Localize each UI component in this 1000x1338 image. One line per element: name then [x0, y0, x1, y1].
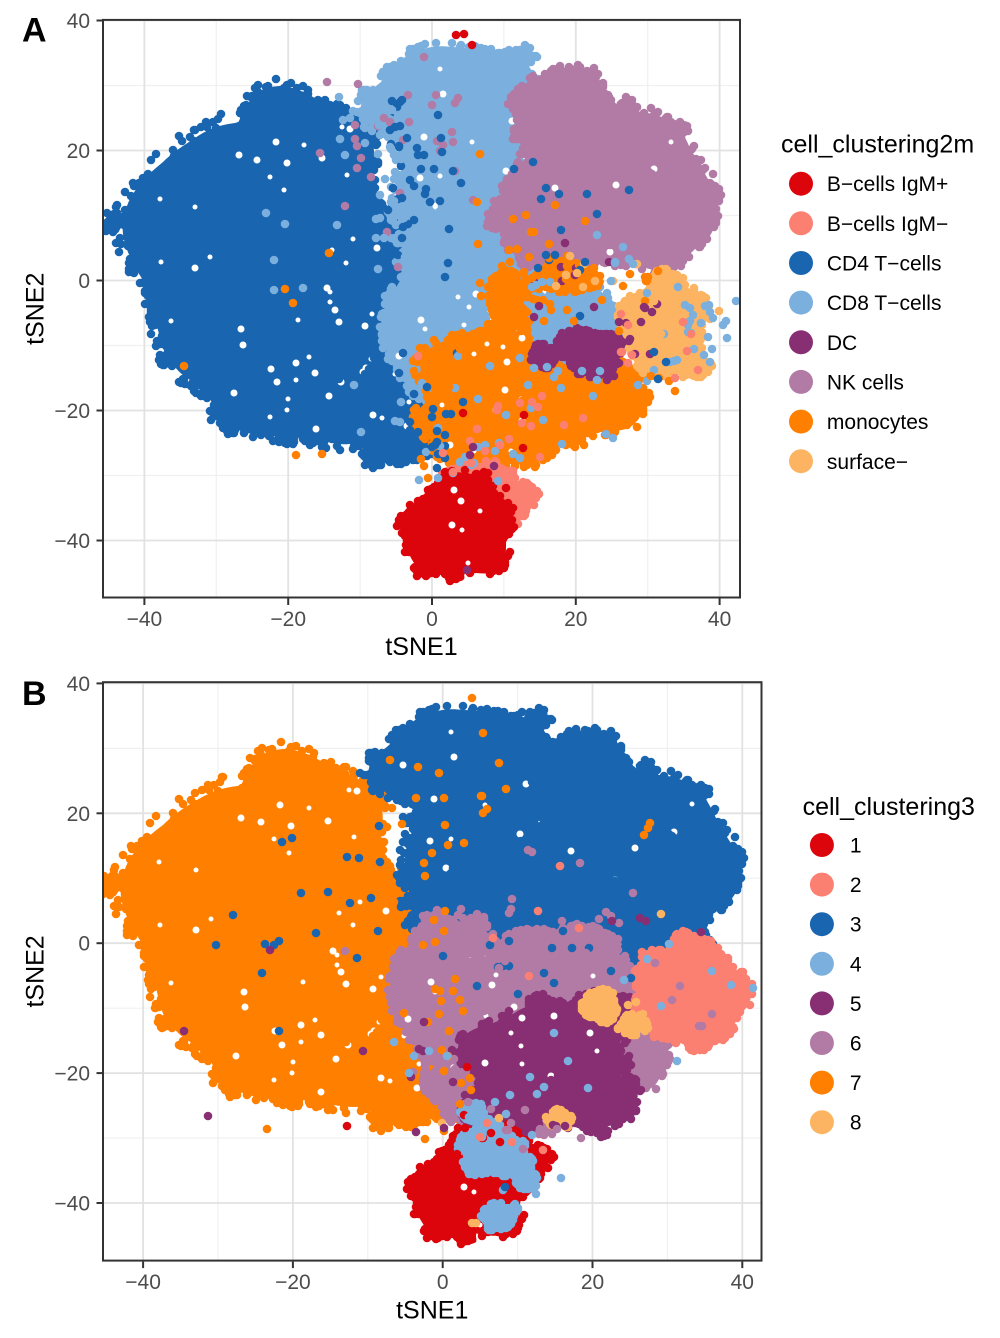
svg-text:surface−: surface−: [827, 451, 908, 474]
svg-text:0: 0: [426, 608, 438, 631]
svg-text:20: 20: [67, 803, 90, 826]
svg-text:20: 20: [581, 1271, 604, 1294]
svg-text:4: 4: [850, 953, 862, 976]
svg-text:B: B: [22, 675, 47, 713]
svg-text:B−cells IgM+: B−cells IgM+: [827, 173, 948, 196]
svg-text:−40: −40: [54, 530, 90, 553]
svg-text:−20: −20: [54, 1063, 90, 1086]
svg-text:A: A: [22, 11, 47, 49]
svg-text:−40: −40: [127, 608, 163, 631]
svg-text:DC: DC: [827, 332, 857, 355]
svg-text:0: 0: [78, 270, 90, 293]
svg-text:8: 8: [850, 1112, 862, 1135]
svg-text:1: 1: [850, 835, 862, 858]
svg-text:40: 40: [67, 10, 90, 33]
svg-text:3: 3: [850, 914, 862, 937]
svg-text:−40: −40: [125, 1271, 161, 1294]
svg-text:CD4 T−cells: CD4 T−cells: [827, 253, 942, 276]
svg-text:−20: −20: [275, 1271, 311, 1294]
svg-text:tSNE1: tSNE1: [396, 1297, 468, 1325]
svg-text:40: 40: [67, 673, 90, 696]
svg-text:20: 20: [67, 140, 90, 163]
svg-text:monocytes: monocytes: [827, 411, 929, 434]
svg-text:−20: −20: [270, 608, 306, 631]
svg-text:−40: −40: [54, 1193, 90, 1216]
svg-text:0: 0: [78, 933, 90, 956]
svg-text:6: 6: [850, 1033, 862, 1056]
svg-text:40: 40: [731, 1271, 754, 1294]
svg-text:B−cells IgM−: B−cells IgM−: [827, 213, 948, 236]
svg-text:tSNE1: tSNE1: [385, 633, 457, 661]
svg-text:5: 5: [850, 993, 862, 1016]
svg-text:cell_clustering3: cell_clustering3: [803, 793, 975, 821]
svg-text:NK cells: NK cells: [827, 371, 904, 394]
svg-text:2: 2: [850, 874, 862, 897]
svg-text:cell_clustering2m: cell_clustering2m: [781, 131, 974, 159]
svg-text:tSNE2: tSNE2: [22, 935, 50, 1007]
svg-text:−20: −20: [54, 400, 90, 423]
svg-text:tSNE2: tSNE2: [22, 273, 50, 345]
svg-text:CD8 T−cells: CD8 T−cells: [827, 292, 942, 315]
svg-text:40: 40: [708, 608, 731, 631]
svg-text:7: 7: [850, 1072, 862, 1095]
svg-text:0: 0: [437, 1271, 449, 1294]
svg-text:20: 20: [564, 608, 587, 631]
